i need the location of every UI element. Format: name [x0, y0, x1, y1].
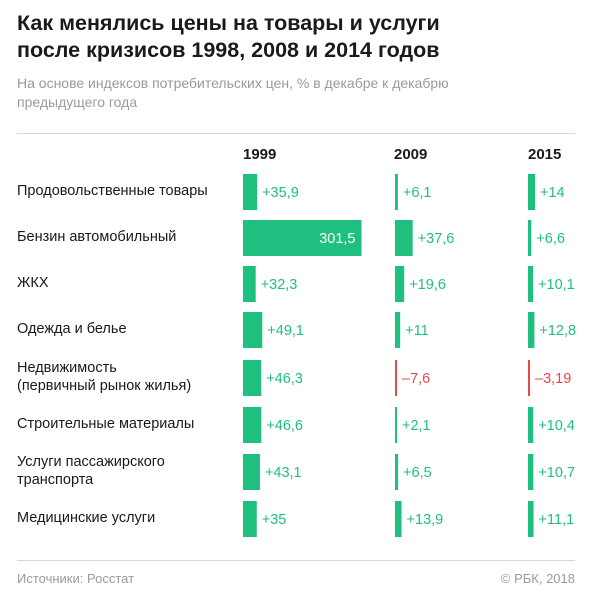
top-divider: [17, 133, 575, 134]
category-label-line: Строительные материалы: [17, 416, 195, 432]
data-label-1999-2: +32,3: [261, 277, 298, 293]
chart-title: Как менялись цены на товары и услуги пос…: [17, 10, 577, 64]
category-label-line: ЖКХ: [17, 275, 49, 291]
category-label: Медицинские услуги: [17, 509, 237, 527]
copyright-note: © РБК, 2018: [500, 571, 575, 586]
category-label-line: Одежда и белье: [17, 321, 127, 337]
data-label-1999-4: +46,3: [266, 371, 303, 387]
data-label-2009-0: +6,1: [403, 185, 432, 201]
category-label: Одежда и белье: [17, 320, 237, 338]
data-label-1999-7: +35: [262, 512, 287, 528]
category-label: Услуги пассажирского транспорта: [17, 453, 237, 489]
data-label-1999-0: +35,9: [262, 185, 299, 201]
category-label-line: Продовольственные товары: [17, 183, 208, 199]
column-header-1999: 1999: [243, 146, 277, 163]
data-label-2015-7: +11,1: [539, 512, 575, 528]
bar-2015-2: [528, 266, 534, 302]
data-label-2015-5: +10,4: [538, 418, 575, 434]
category-label-line: транспорта: [17, 472, 94, 488]
data-label-2009-7: +13,9: [407, 512, 444, 528]
bar-1999-4: [243, 360, 262, 396]
column-header-2009: 2009: [394, 146, 428, 163]
data-label-2009-4: –7,6: [402, 371, 430, 387]
bar-1999-6: [243, 454, 260, 490]
bar-1999-0: [243, 174, 258, 210]
category-label-line: Недвижимость: [17, 360, 117, 376]
data-label-2015-3: +12,8: [539, 323, 576, 339]
data-label-1999-6: +43,1: [265, 465, 302, 481]
title-line-1: Как менялись цены на товары и услуги: [17, 11, 440, 35]
data-label-2009-6: +6,5: [403, 465, 432, 481]
bar-2009-5: [395, 407, 397, 443]
bar-1999-3: [243, 312, 263, 348]
bar-2009-6: [395, 454, 399, 490]
bar-2015-3: [528, 312, 535, 348]
data-label-2009-1: +37,6: [418, 231, 455, 247]
data-label-2015-2: +10,1: [538, 277, 575, 293]
bar-2009-0: [395, 174, 398, 210]
data-label-2015-0: +14: [540, 185, 565, 201]
bar-2015-7: [528, 501, 534, 537]
category-label-line: (первичный рынок жилья): [17, 378, 192, 394]
bottom-divider: [17, 560, 575, 561]
bar-2009-7: [395, 501, 402, 537]
data-label-2009-3: +11: [405, 323, 429, 339]
bar-1999-7: [243, 501, 257, 537]
data-label-2009-2: +19,6: [409, 277, 446, 293]
bar-1999-5: [243, 407, 262, 443]
bar-2009-4: [395, 360, 397, 396]
data-label-1999-1: 301,5: [319, 231, 355, 247]
subtitle-line-1: На основе индексов потребительских цен, …: [17, 75, 449, 91]
bar-2015-0: [528, 174, 535, 210]
bar-2015-6: [528, 454, 534, 490]
source-note: Источники: Росстат: [17, 571, 135, 586]
category-label: Недвижимость (первичный рынок жилья): [17, 359, 237, 395]
category-label-line: Медицинские услуги: [17, 510, 156, 526]
data-label-2009-5: +2,1: [402, 418, 431, 434]
bar-2009-3: [395, 312, 401, 348]
column-header-2015: 2015: [528, 146, 562, 163]
data-label-2015-4: –3,19: [535, 371, 571, 387]
bar-1999-1: [243, 220, 362, 256]
category-label: Строительные материалы: [17, 415, 237, 433]
chart-subtitle: На основе индексов потребительских цен, …: [17, 74, 557, 112]
data-label-2015-1: +6,6: [536, 231, 565, 247]
category-label: ЖКХ: [17, 274, 237, 292]
data-label-2015-6: +10,7: [538, 465, 575, 481]
data-label-1999-3: +49,1: [267, 323, 304, 339]
bar-2015-4: [528, 360, 530, 396]
subtitle-line-2: предыдущего года: [17, 94, 138, 110]
category-label-line: Бензин автомобильный: [17, 229, 177, 245]
bar-2009-2: [395, 266, 405, 302]
category-label-line: Услуги пассажирского: [17, 454, 165, 470]
bar-2015-1: [528, 220, 532, 256]
data-label-1999-5: +46,6: [266, 418, 303, 434]
bar-2009-1: [395, 220, 413, 256]
bar-1999-2: [243, 266, 256, 302]
category-label: Продовольственные товары: [17, 182, 237, 200]
title-line-2: после кризисов 1998, 2008 и 2014 годов: [17, 38, 440, 62]
bar-2015-5: [528, 407, 534, 443]
category-label: Бензин автомобильный: [17, 228, 237, 246]
